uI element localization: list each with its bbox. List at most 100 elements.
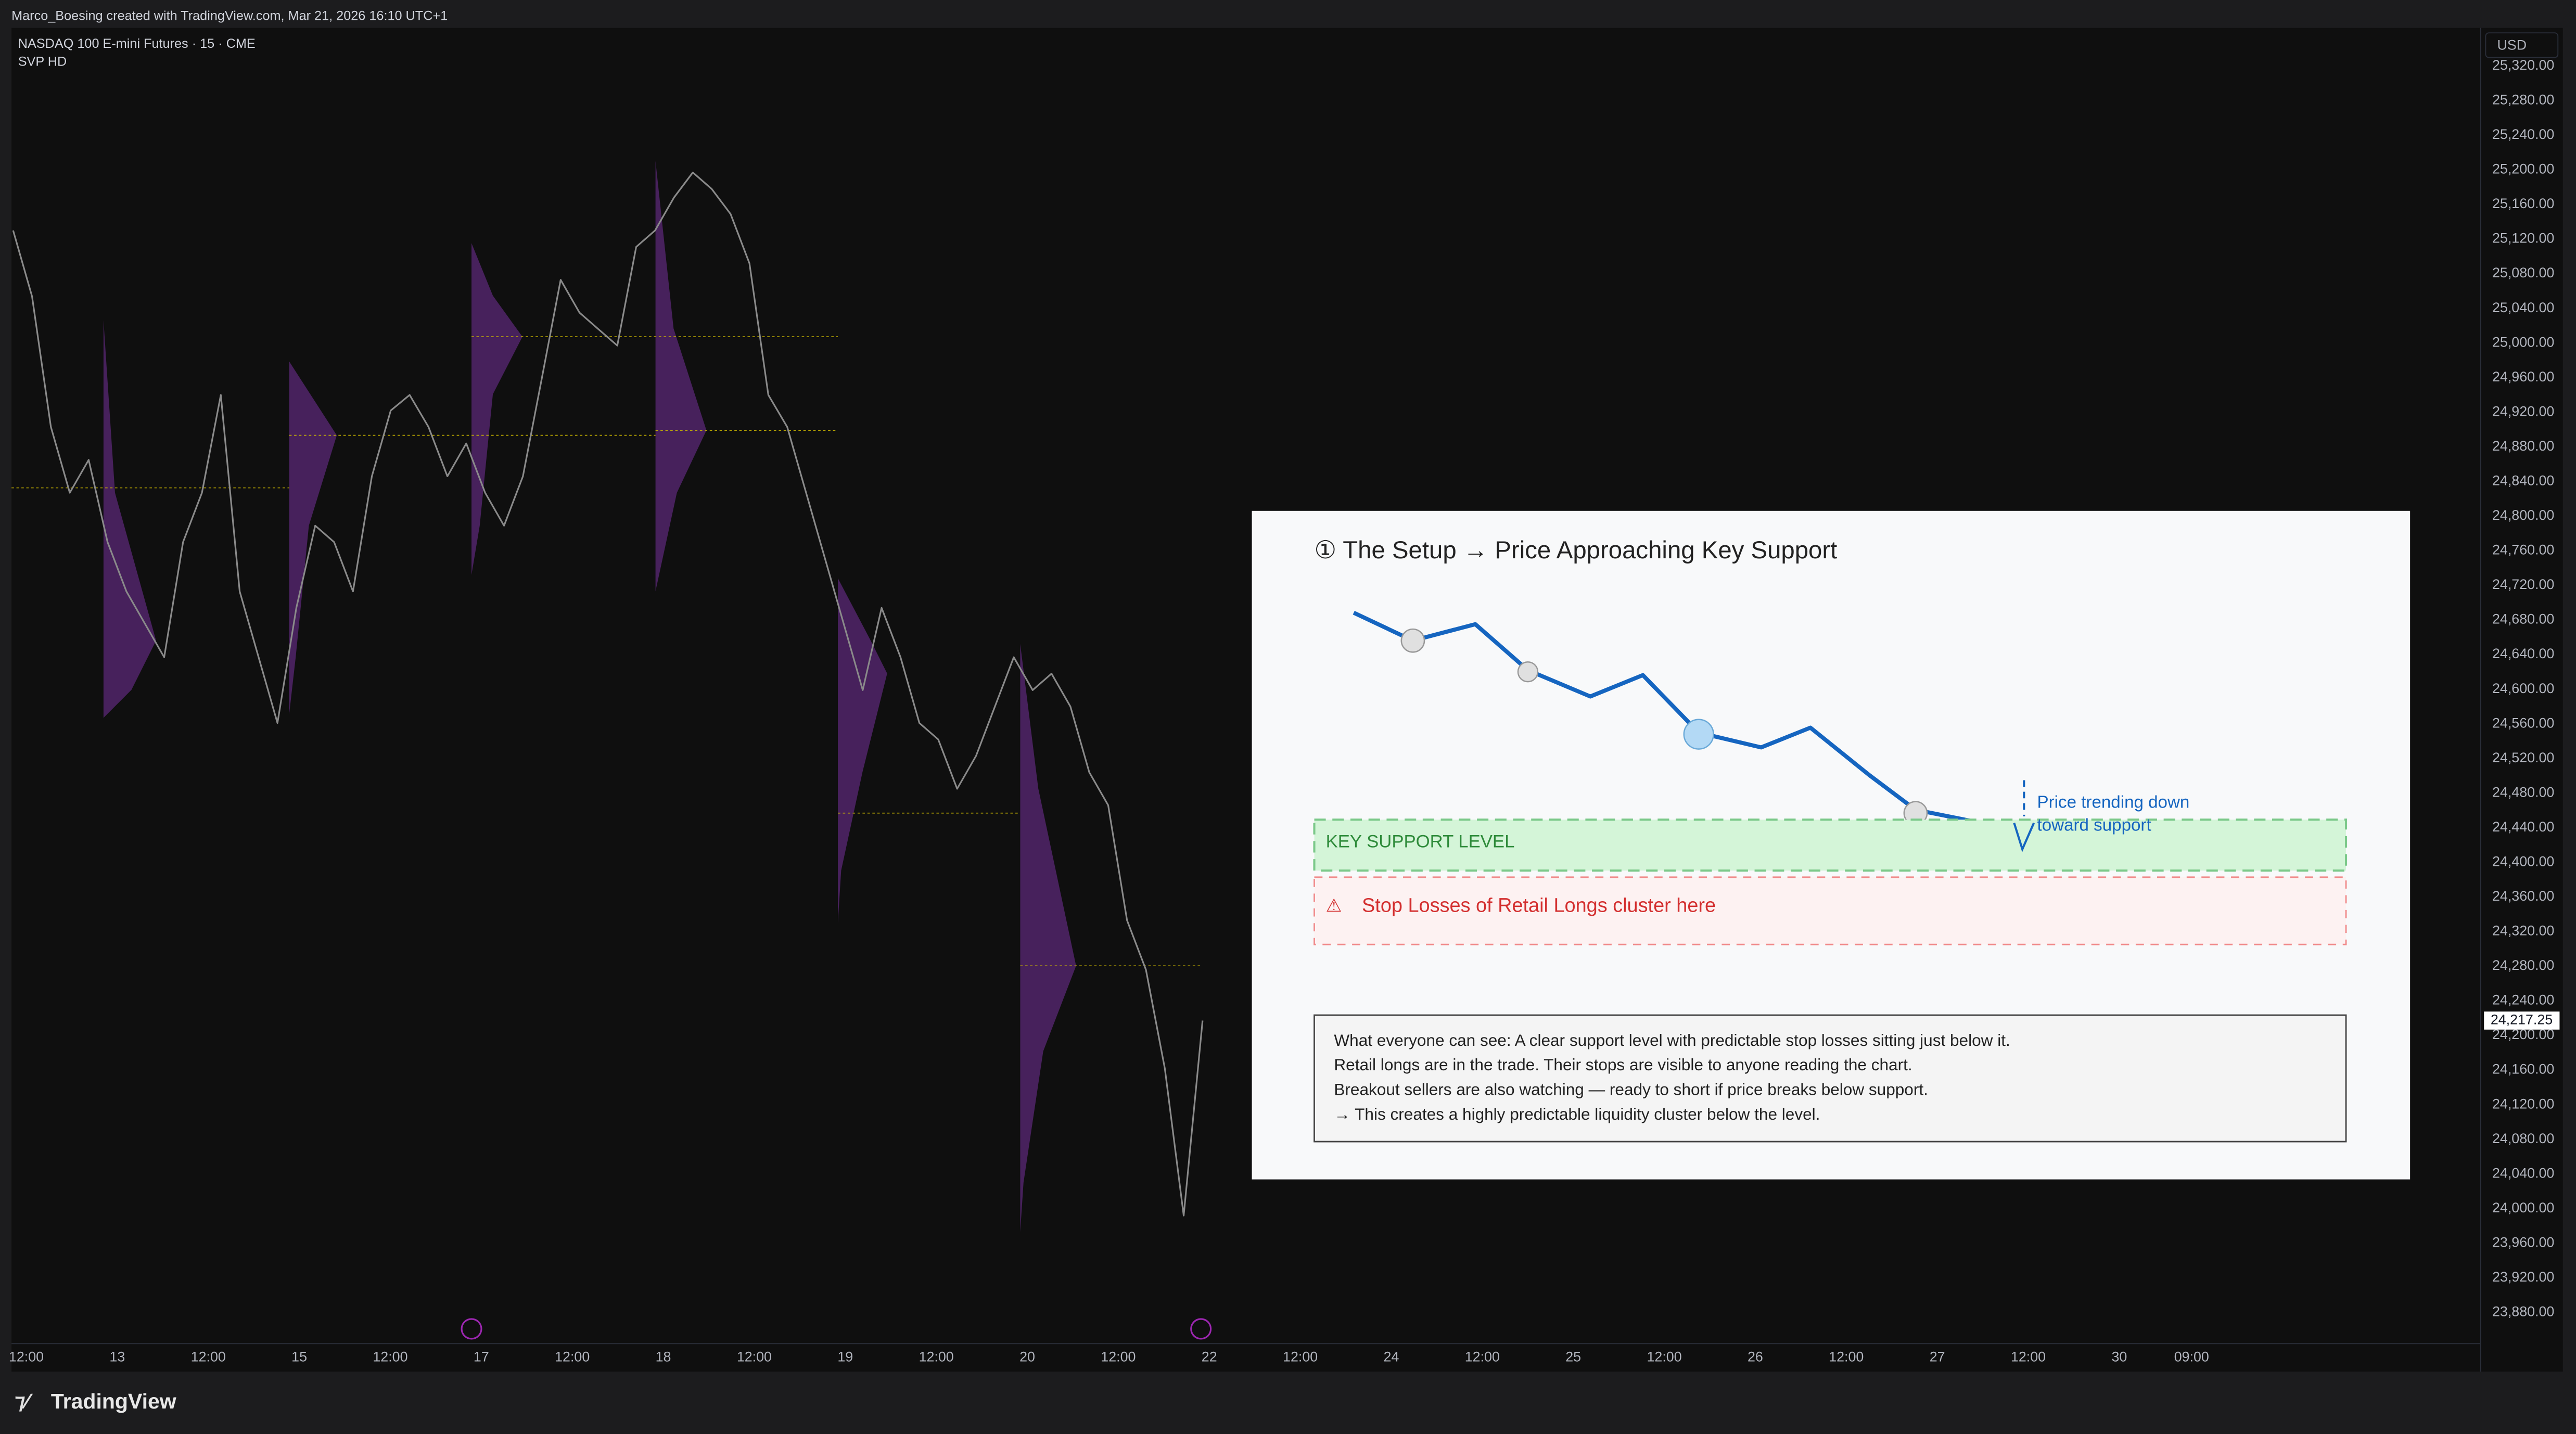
y-tick-label: 25,280.00 xyxy=(2492,92,2554,108)
y-tick-label: 24,960.00 xyxy=(2492,369,2554,385)
currency-box xyxy=(2485,32,2559,58)
volume-profile xyxy=(1020,644,1076,1232)
x-tick-label: 12:00 xyxy=(555,1349,590,1364)
y-tick-label: 24,840.00 xyxy=(2492,473,2554,489)
support-band xyxy=(1313,818,2348,872)
x-tick-label: 12:00 xyxy=(373,1349,407,1364)
x-tick-label: 27 xyxy=(1930,1349,1945,1364)
y-tick-label: 23,920.00 xyxy=(2492,1269,2554,1285)
x-tick-label: 12:00 xyxy=(1283,1349,1318,1364)
y-tick-label: 24,680.00 xyxy=(2492,611,2554,627)
x-tick-label: 12:00 xyxy=(1465,1349,1500,1364)
y-tick-label: 24,040.00 xyxy=(2492,1165,2554,1181)
x-tick-label: 12:00 xyxy=(1829,1349,1864,1364)
x-tick-label: 12:00 xyxy=(1647,1349,1681,1364)
y-tick-label: 24,880.00 xyxy=(2492,438,2554,454)
x-tick-label: 30 xyxy=(2111,1349,2127,1364)
y-tick-label: 25,120.00 xyxy=(2492,231,2554,246)
annotation: toward support xyxy=(2037,816,2151,835)
x-tick-label: 12:00 xyxy=(9,1349,44,1364)
x-tick-label: 24 xyxy=(1384,1349,1399,1364)
x-tick-label: 12:00 xyxy=(1101,1349,1136,1364)
y-tick-label: 23,880.00 xyxy=(2492,1304,2554,1320)
x-tick-label: 22 xyxy=(1202,1349,1217,1364)
x-tick-label: 09:00 xyxy=(2174,1349,2209,1364)
note: → This creates a highly predictable liqu… xyxy=(1334,1105,1820,1123)
time-axis xyxy=(11,1343,2481,1372)
x-tick-label: 25 xyxy=(1565,1349,1581,1364)
x-tick-label: 19 xyxy=(837,1349,853,1364)
x-tick-label: 12:00 xyxy=(191,1349,226,1364)
inset-panel: ① The Setup → Price Approaching Key Supp… xyxy=(1252,510,2411,1180)
annotation: Price trending down xyxy=(2037,792,2190,812)
annotation-arrow xyxy=(2013,822,2035,852)
last-price-label: 24,217.25 xyxy=(2491,1012,2553,1028)
volume-profile xyxy=(103,320,156,718)
x-tick-label: 13 xyxy=(109,1349,125,1364)
illustration-dot xyxy=(1517,661,1539,683)
y-tick-label: 24,280.00 xyxy=(2492,957,2554,973)
y-tick-label: 24,160.00 xyxy=(2492,1061,2554,1077)
x-tick-label: 20 xyxy=(1019,1349,1035,1364)
support-label: KEY SUPPORT LEVEL xyxy=(1326,832,1515,852)
y-tick-label: 25,000.00 xyxy=(2492,334,2554,350)
illustration-dot xyxy=(1683,719,1714,750)
event-icon[interactable] xyxy=(1190,1318,1212,1340)
stops-label: Stop Losses of Retail Longs cluster here xyxy=(1362,895,1716,917)
y-tick-label: 25,160.00 xyxy=(2492,196,2554,211)
volume-profiles xyxy=(103,161,1076,1232)
volume-profile xyxy=(655,161,707,592)
y-tick-label: 24,800.00 xyxy=(2492,507,2554,523)
y-tick-label: 25,200.00 xyxy=(2492,161,2554,177)
price-marks xyxy=(12,171,1204,1217)
currency: USD xyxy=(2497,37,2527,53)
x-tick-label: 26 xyxy=(1748,1349,1763,1364)
illustration-dot xyxy=(1400,628,1425,653)
indicator: SVP HD xyxy=(18,55,67,69)
inset-title: ① The Setup → Price Approaching Key Supp… xyxy=(1315,536,1838,564)
note: Retail longs are in the trade. Their sto… xyxy=(1334,1055,1912,1074)
volume-profile xyxy=(471,243,522,575)
symbol: NASDAQ 100 E-mini Futures · 15 · CME xyxy=(18,36,256,51)
y-tick-label: 24,560.00 xyxy=(2492,715,2554,731)
volume-profile xyxy=(838,578,887,924)
y-tick-label: 24,760.00 xyxy=(2492,542,2554,558)
illustration-line xyxy=(1353,610,1998,828)
y-tick-label: 24,080.00 xyxy=(2492,1131,2554,1146)
poc-lines xyxy=(11,336,1203,967)
y-tick-label: 24,520.00 xyxy=(2492,750,2554,765)
price-line xyxy=(12,171,1204,1217)
y-tick-label: 25,320.00 xyxy=(2492,57,2554,73)
price-axis xyxy=(2480,28,2563,1372)
y-tick-label: 24,720.00 xyxy=(2492,577,2554,592)
event-icon[interactable] xyxy=(461,1318,482,1340)
note: What everyone can see: A clear support l… xyxy=(1334,1031,2010,1049)
credit: Marco_Boesing created with TradingView.c… xyxy=(11,8,448,23)
y-tick-label: 24,120.00 xyxy=(2492,1096,2554,1111)
note: Breakout sellers are also watching — rea… xyxy=(1334,1080,1928,1099)
stops-zone xyxy=(1313,876,2347,945)
brand[interactable]: TradingView xyxy=(51,1389,176,1413)
y-tick-label: 24,320.00 xyxy=(2492,923,2554,939)
y-tick-label: 24,600.00 xyxy=(2492,681,2554,696)
y-tick-label: 25,080.00 xyxy=(2492,265,2554,280)
y-tick-label: 23,960.00 xyxy=(2492,1234,2554,1250)
y-tick-label: 24,920.00 xyxy=(2492,403,2554,419)
y-tick-label: 25,040.00 xyxy=(2492,300,2554,315)
warning-icon: ⚠ xyxy=(1326,896,1342,916)
volume-profile xyxy=(289,361,337,715)
notes-box xyxy=(1313,1014,2347,1143)
y-tick-label: 24,440.00 xyxy=(2492,819,2554,835)
x-tick-label: 12:00 xyxy=(919,1349,954,1364)
y-tick-label: 24,640.00 xyxy=(2492,646,2554,661)
y-tick-label: 24,480.00 xyxy=(2492,784,2554,800)
x-tick-label: 12:00 xyxy=(737,1349,772,1364)
x-tick-label: 12:00 xyxy=(2011,1349,2046,1364)
x-tick-label: 15 xyxy=(291,1349,307,1364)
y-tick-label: 24,240.00 xyxy=(2492,992,2554,1008)
y-tick-label: 24,360.00 xyxy=(2492,888,2554,904)
x-tick-label: 18 xyxy=(656,1349,671,1364)
y-tick-label: 25,240.00 xyxy=(2492,126,2554,142)
